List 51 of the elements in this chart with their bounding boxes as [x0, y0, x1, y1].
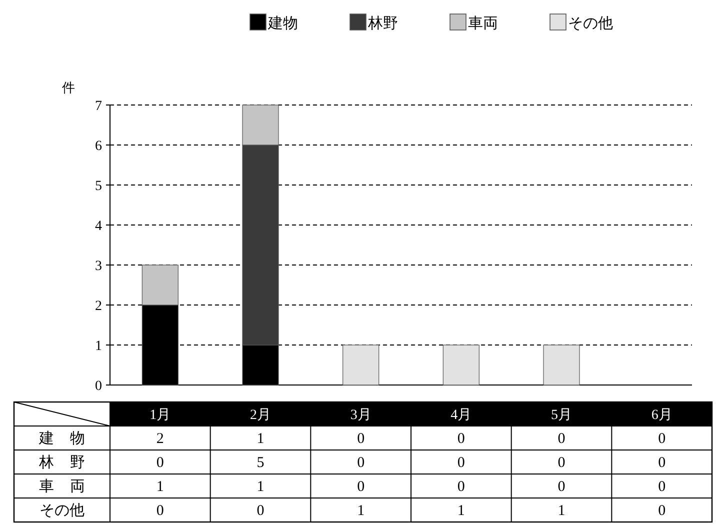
y-tick-label: 2 — [95, 299, 102, 314]
data-label: 0 — [156, 503, 164, 519]
data-label: 1 — [357, 503, 365, 519]
text: 車両 — [39, 479, 101, 495]
data-label: 0 — [658, 431, 666, 447]
data-label: 1 — [558, 503, 566, 519]
data-label: 1 — [156, 479, 164, 495]
bar — [442, 344, 480, 386]
data-label: 1 — [256, 431, 264, 447]
y-tick-label: 6 — [95, 139, 102, 154]
y-tick-label: 1 — [95, 339, 102, 354]
data-label: 1 — [457, 503, 465, 519]
y-tick-label: 0 — [95, 379, 102, 394]
text: 林野 — [39, 455, 101, 471]
x-tick-label: 5月 — [551, 408, 572, 423]
x-tick-label: 3月 — [350, 408, 372, 423]
data-label: 5 — [256, 455, 264, 471]
data-label: 2 — [156, 431, 164, 447]
data-label: 0 — [357, 455, 365, 471]
data-label: 0 — [457, 455, 465, 471]
y-tick-label: 7 — [95, 99, 102, 114]
y-tick-label: 4 — [95, 219, 102, 234]
data-label: 0 — [658, 455, 666, 471]
legend-label: その他 — [568, 14, 613, 32]
y-tick-label: 3 — [95, 259, 102, 274]
legend-label: 車両 — [468, 14, 498, 32]
x-tick-label: 2月 — [250, 408, 271, 423]
data-label: 0 — [457, 479, 465, 495]
bar — [242, 104, 279, 146]
data-label: 0 — [558, 455, 566, 471]
legend-label: 林野 — [367, 14, 398, 32]
bar — [543, 344, 580, 386]
data-label: 0 — [558, 431, 566, 447]
data-label: 0 — [156, 455, 164, 471]
data-label: 0 — [357, 431, 365, 447]
data-label: 0 — [357, 479, 365, 495]
data-label: 0 — [558, 479, 566, 495]
y-axis-title: 件 — [62, 80, 75, 95]
text: その他 — [40, 503, 84, 519]
bar — [342, 344, 380, 386]
data-label: 1 — [256, 479, 264, 495]
x-tick-label: 6月 — [651, 408, 672, 423]
text: 建物 — [39, 431, 101, 447]
x-tick-label: 4月 — [450, 408, 472, 423]
y-tick-label: 5 — [95, 179, 102, 194]
data-label: 0 — [658, 479, 666, 495]
data-label: 0 — [256, 503, 264, 519]
data-label: 0 — [658, 503, 666, 519]
legend-label: 建物 — [267, 14, 298, 32]
data-label: 0 — [457, 431, 465, 447]
x-tick-label: 1月 — [150, 408, 171, 423]
